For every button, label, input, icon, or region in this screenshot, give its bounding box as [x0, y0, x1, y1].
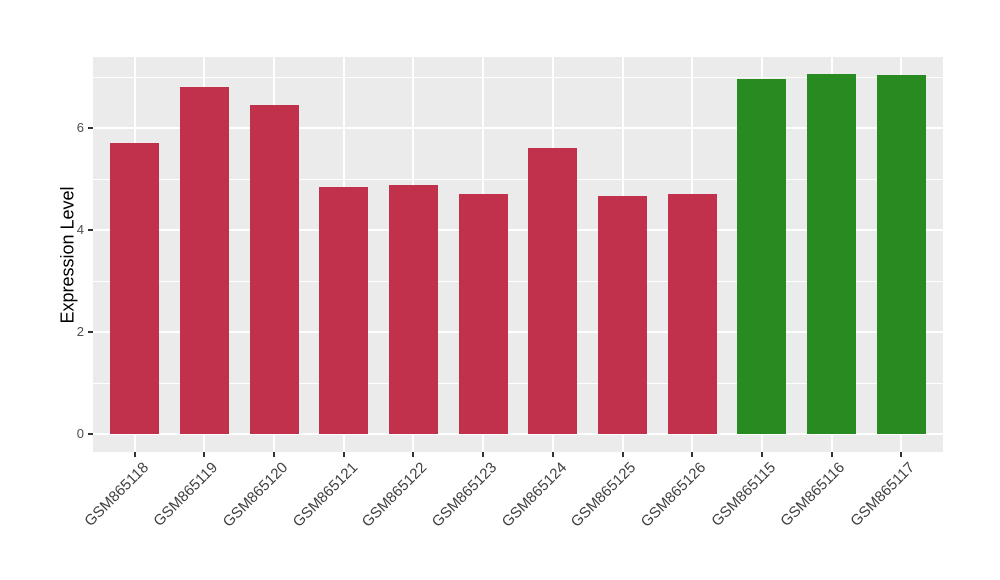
- minor-gridline-y-1: [93, 383, 943, 385]
- y-tick-label-4: 4: [76, 222, 84, 238]
- minor-gridline-y-7: [93, 77, 943, 79]
- x-tick-label-GSM865117: GSM865117: [847, 459, 919, 530]
- x-tick-label-GSM865124: GSM865124: [498, 459, 570, 531]
- x-tick-mark-GSM865126: [691, 452, 694, 457]
- y-tick-label-6: 6: [76, 120, 84, 136]
- minor-gridline-y-3: [93, 281, 943, 283]
- bar-GSM865126: [667, 193, 717, 435]
- x-tick-label-GSM865123: GSM865123: [428, 459, 501, 531]
- bar-GSM865125: [598, 195, 647, 435]
- x-tick-label-GSM865126: GSM865126: [637, 459, 710, 531]
- bar-GSM865120: [249, 104, 299, 435]
- bar-GSM865121: [319, 186, 369, 435]
- major-gridline-y-4: [93, 229, 943, 232]
- x-tick-mark-GSM865120: [273, 452, 276, 457]
- x-tick-mark-GSM865118: [133, 452, 136, 457]
- x-tick-mark-GSM865117: [900, 452, 903, 457]
- x-tick-label-GSM865120: GSM865120: [219, 459, 292, 531]
- major-gridline-y-2: [93, 331, 943, 334]
- x-tick-mark-GSM865119: [203, 452, 206, 457]
- x-tick-label-GSM865119: GSM865119: [150, 459, 222, 530]
- bar-GSM865115: [737, 79, 787, 435]
- y-tick-mark-6: [88, 127, 93, 130]
- x-tick-label-GSM865118: GSM865118: [81, 459, 152, 530]
- x-tick-mark-GSM865121: [342, 452, 345, 457]
- x-tick-mark-GSM865116: [830, 452, 833, 457]
- bar-GSM865118: [110, 143, 160, 435]
- y-tick-mark-2: [88, 331, 93, 334]
- bar-GSM865124: [528, 147, 578, 435]
- y-tick-mark-0: [88, 433, 93, 436]
- bar-GSM865123: [458, 193, 508, 435]
- y-tick-mark-4: [88, 229, 93, 232]
- y-axis-title: Expression Level: [57, 186, 78, 324]
- y-tick-label-2: 2: [76, 324, 84, 340]
- x-tick-label-GSM865121: GSM865121: [289, 459, 361, 531]
- bar-GSM865117: [876, 75, 926, 435]
- x-tick-mark-GSM865124: [551, 452, 554, 457]
- major-gridline-y-0: [93, 433, 943, 436]
- x-tick-mark-GSM865123: [482, 452, 485, 457]
- y-tick-label-0: 0: [76, 426, 84, 442]
- x-tick-label-GSM865116: GSM865116: [777, 459, 849, 530]
- x-tick-label-GSM865125: GSM865125: [567, 459, 640, 531]
- x-tick-label-GSM865122: GSM865122: [358, 459, 431, 531]
- major-gridline-y-6: [93, 127, 943, 130]
- minor-gridline-y-5: [93, 179, 943, 181]
- plot-panel: [93, 57, 943, 452]
- x-tick-mark-GSM865125: [621, 452, 624, 457]
- bar-GSM865116: [807, 74, 857, 435]
- x-tick-mark-GSM865115: [760, 452, 763, 457]
- bar-GSM865119: [179, 86, 229, 435]
- x-tick-mark-GSM865122: [412, 452, 415, 457]
- bar-GSM865122: [388, 184, 438, 435]
- x-tick-label-GSM865115: GSM865115: [708, 459, 779, 530]
